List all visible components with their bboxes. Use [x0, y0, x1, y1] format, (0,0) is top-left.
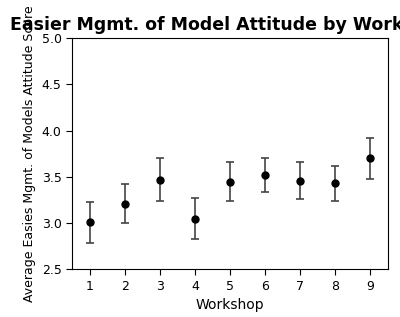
Y-axis label: Average Easies Mgmt. of Models Attitude Score: Average Easies Mgmt. of Models Attitude …: [23, 5, 36, 302]
X-axis label: Workshop: Workshop: [196, 298, 264, 313]
Title: Easier Mgmt. of Model Attitude by Workshop: Easier Mgmt. of Model Attitude by Worksh…: [10, 16, 400, 34]
